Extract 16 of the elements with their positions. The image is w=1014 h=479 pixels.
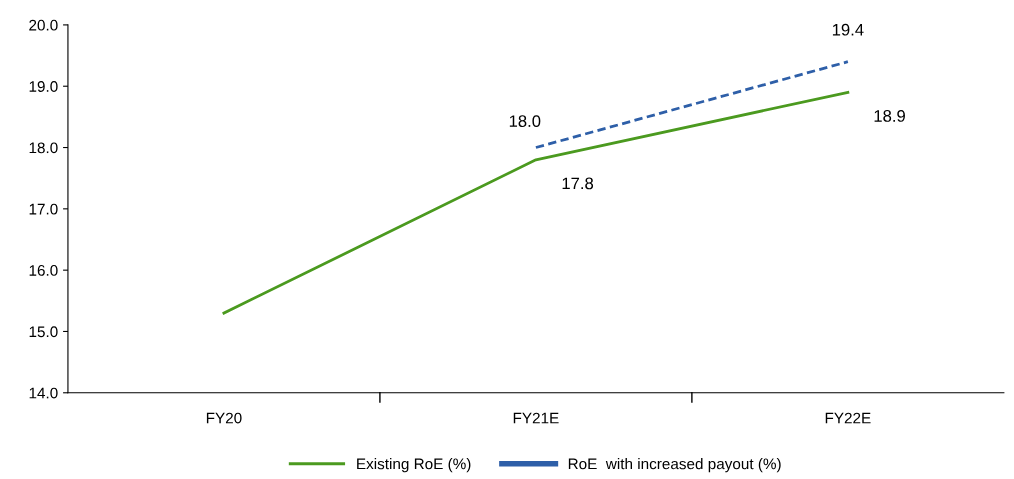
- x-tick-label: FY20: [206, 412, 242, 424]
- legend-label: RoE with increased payout (%): [568, 458, 781, 473]
- y-tick-label: 16.0: [29, 265, 58, 276]
- x-tick-label: FY21E: [513, 412, 559, 424]
- legend-label: Existing RoE (%): [357, 458, 471, 473]
- data-label: 19.4: [832, 23, 864, 36]
- data-label: 18.0: [509, 115, 541, 128]
- y-tick-label: 20.0: [29, 19, 58, 31]
- data-label: 18.9: [874, 110, 905, 122]
- y-tick-label: 14.0: [29, 387, 58, 399]
- y-tick-label: 18.0: [29, 142, 58, 154]
- y-tick-label: 17.0: [29, 203, 58, 215]
- y-tick-label: 19.0: [29, 81, 58, 92]
- y-tick-label: 15.0: [29, 326, 58, 338]
- x-tick-label: FY22E: [825, 412, 871, 424]
- data-label: 17.8: [562, 177, 594, 190]
